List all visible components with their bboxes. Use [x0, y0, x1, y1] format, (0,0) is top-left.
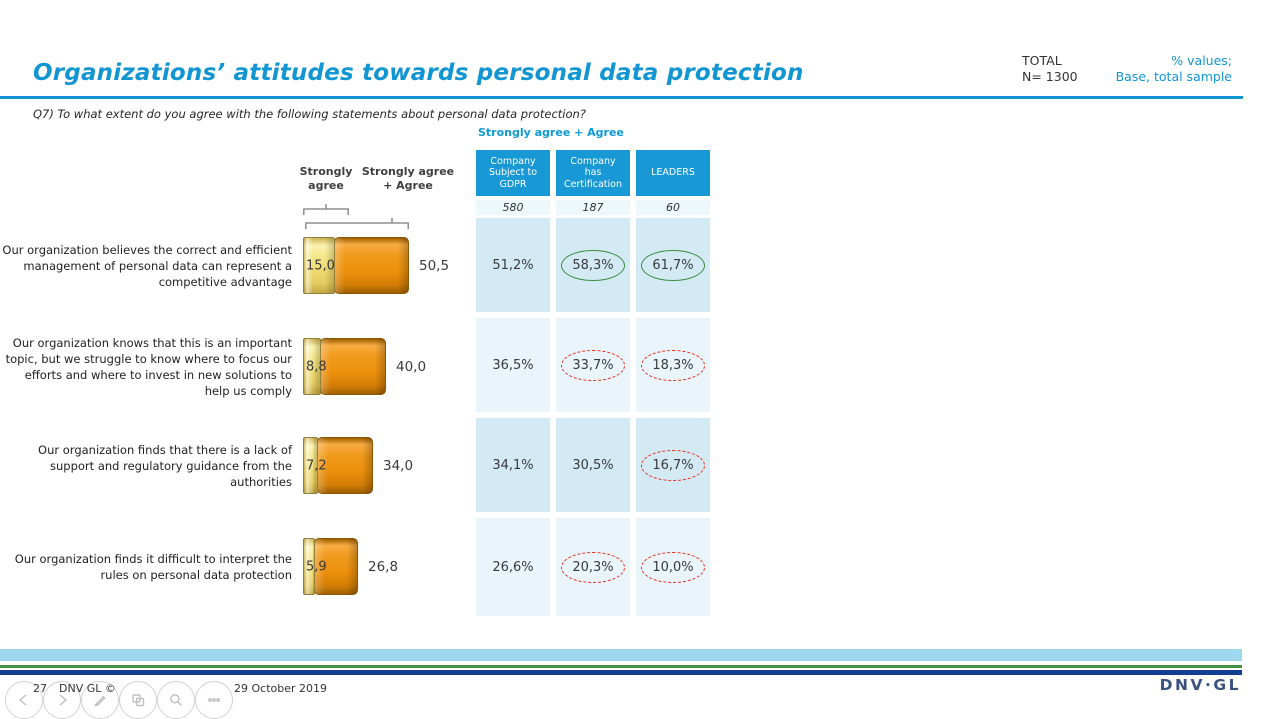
- title-underline: [0, 96, 1243, 99]
- table-cell: 51,2%: [476, 218, 550, 312]
- table-cell: 30,5%: [556, 418, 630, 512]
- total-sample-block: TOTAL N= 1300: [1022, 53, 1078, 85]
- slide-sorter-icon: [132, 694, 145, 707]
- bar-row: 15,0 50,5: [303, 237, 449, 294]
- bar-row: 7,2 34,0: [303, 437, 413, 494]
- statement-text: Our organization knows that this is an i…: [5, 336, 292, 398]
- table-cell: 36,5%: [476, 318, 550, 412]
- values-note: % values; Base, total sample: [1116, 53, 1232, 85]
- column-base-n: 60: [636, 200, 710, 215]
- bar-row: 5,9 26,8: [303, 538, 398, 595]
- column-header: LEADERS: [636, 150, 710, 196]
- bar-row: 8,8 40,0: [303, 338, 426, 395]
- bracket-strongly-agree-icon: [303, 204, 349, 215]
- dnv-gl-logo: DNV·GL: [1159, 676, 1241, 694]
- bar-value-label: 15,0: [306, 258, 335, 273]
- table-cell: 18,3%: [636, 318, 710, 412]
- bar-total-label: 26,8: [368, 558, 399, 575]
- bar-total-label: 40,0: [396, 358, 427, 375]
- previous-slide-icon: [18, 694, 27, 706]
- bar-total-label: 50,5: [419, 257, 450, 274]
- statement-text: Our organization finds it difficult to i…: [14, 552, 292, 582]
- table-cell: 10,0%: [636, 518, 710, 616]
- more-options-button[interactable]: [195, 681, 233, 719]
- date-text: 29 October 2019: [234, 682, 328, 695]
- bar-strongly-agree: 15,0: [303, 237, 335, 294]
- table-cell: 34,1%: [476, 418, 550, 512]
- page-title: Organizations’ attitudes towards persona…: [33, 60, 804, 86]
- table-cell: 58,3%: [556, 218, 630, 312]
- footer-stripe-lightblue: [0, 649, 1242, 661]
- bar-total-label: 34,0: [383, 457, 414, 474]
- zoom-icon: [170, 694, 182, 706]
- footer-stripe-navy: [0, 670, 1242, 675]
- bar-strongly-agree: 8,8: [303, 338, 327, 395]
- legend-strongly-agree-plus-agree: Strongly agree + Agree: [361, 165, 455, 192]
- bar-agree-total: [334, 237, 409, 294]
- copyright-text: DNV GL ©: [59, 682, 116, 695]
- bar-agree-total: [320, 338, 386, 395]
- bar-strongly-agree: 5,9: [303, 538, 327, 595]
- column-header: Company Subject to GDPR: [476, 150, 550, 196]
- column-base-n: 580: [476, 200, 550, 215]
- table-cell: 33,7%: [556, 318, 630, 412]
- column-base-n: 187: [556, 200, 630, 215]
- legend-strongly-agree: Strongly agree: [299, 165, 353, 192]
- total-n-value: N= 1300: [1022, 69, 1078, 84]
- next-slide-icon: [59, 694, 68, 706]
- values-note-line2: Base, total sample: [1115, 69, 1232, 84]
- column-header: Company has Certification: [556, 150, 630, 196]
- columns-group-label: Strongly agree + Agree: [478, 126, 624, 139]
- bar-agree-total: [317, 437, 373, 494]
- table-cell: 26,6%: [476, 518, 550, 616]
- table-cell: 61,7%: [636, 218, 710, 312]
- table-cell: 20,3%: [556, 518, 630, 616]
- statement-text: Our organization believes the correct an…: [2, 243, 292, 289]
- slide-number: 27: [33, 682, 47, 695]
- pen-icon: [94, 695, 106, 707]
- question-text: Q7) To what extent do you agree with the…: [33, 107, 586, 121]
- bar-value-label: 7,2: [306, 458, 327, 473]
- more-options-icon: [208, 698, 220, 702]
- pen-tool-button[interactable]: [81, 681, 119, 719]
- bracket-total-agree-icon: [305, 218, 409, 229]
- table-cell: 16,7%: [636, 418, 710, 512]
- bar-value-label: 5,9: [306, 559, 327, 574]
- bar-strongly-agree: 7,2: [303, 437, 327, 494]
- values-note-line1: % values;: [1171, 53, 1232, 68]
- bar-value-label: 8,8: [306, 359, 327, 374]
- footer-stripe-green: [0, 665, 1242, 668]
- slide-sorter-button[interactable]: [119, 681, 157, 719]
- total-label: TOTAL: [1022, 53, 1062, 68]
- statement-text: Our organization finds that there is a l…: [38, 443, 292, 489]
- zoom-button[interactable]: [157, 681, 195, 719]
